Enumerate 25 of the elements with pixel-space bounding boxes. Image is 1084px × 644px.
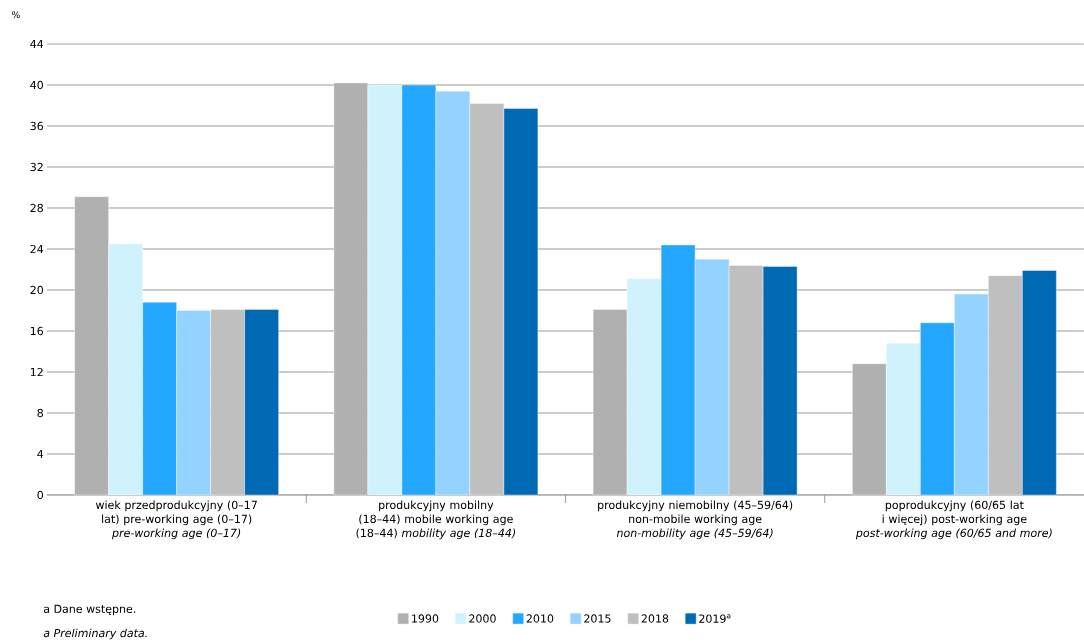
legend-label: 2015	[584, 614, 611, 623]
y-tick-label: 4	[37, 449, 44, 459]
y-tick-label: 20	[30, 285, 44, 295]
legend-label: 2000	[469, 614, 496, 623]
text: a Preliminary data.	[43, 628, 147, 640]
legend-label: 1990	[412, 614, 439, 623]
y-tick-label: 40	[30, 80, 44, 90]
y-tick-label: 44	[30, 39, 44, 49]
y-axis-title: %	[12, 11, 20, 19]
y-tick-label: 32	[30, 162, 43, 172]
y-tick-label: 12	[30, 367, 43, 377]
y-tick-label: 0	[37, 490, 44, 500]
x-tick-label: poprodukcyjny (60/65 lat i więcej) post-working age post-working age (60/65 and more)	[855, 500, 1052, 540]
y-tick-label: 28	[30, 203, 43, 213]
x-tick-label: produkcyjny niemobilny (45–59/64) non-mobile working age non-mobility age (45–59/64)	[598, 500, 793, 540]
legend-label: 2019$^{a}$	[699, 614, 731, 623]
legend-label: 2018	[641, 614, 669, 623]
x-tick-label: produkcyjny mobilny (18–44) mobile working age (18–44) mobility age (18–44)	[356, 500, 516, 540]
y-tick-label: 36	[30, 121, 44, 131]
text: a Dane wstępne.	[43, 604, 136, 616]
y-tick-label: 16	[30, 326, 44, 336]
y-tick-label: 24	[30, 244, 44, 254]
x-tick-label: wiek przedprodukcyjny (0–17 lat) pre-working age (0–17) pre-working age (0–17)	[95, 500, 257, 540]
y-tick-label: 8	[37, 408, 43, 418]
legend-label: 2010	[526, 614, 554, 623]
